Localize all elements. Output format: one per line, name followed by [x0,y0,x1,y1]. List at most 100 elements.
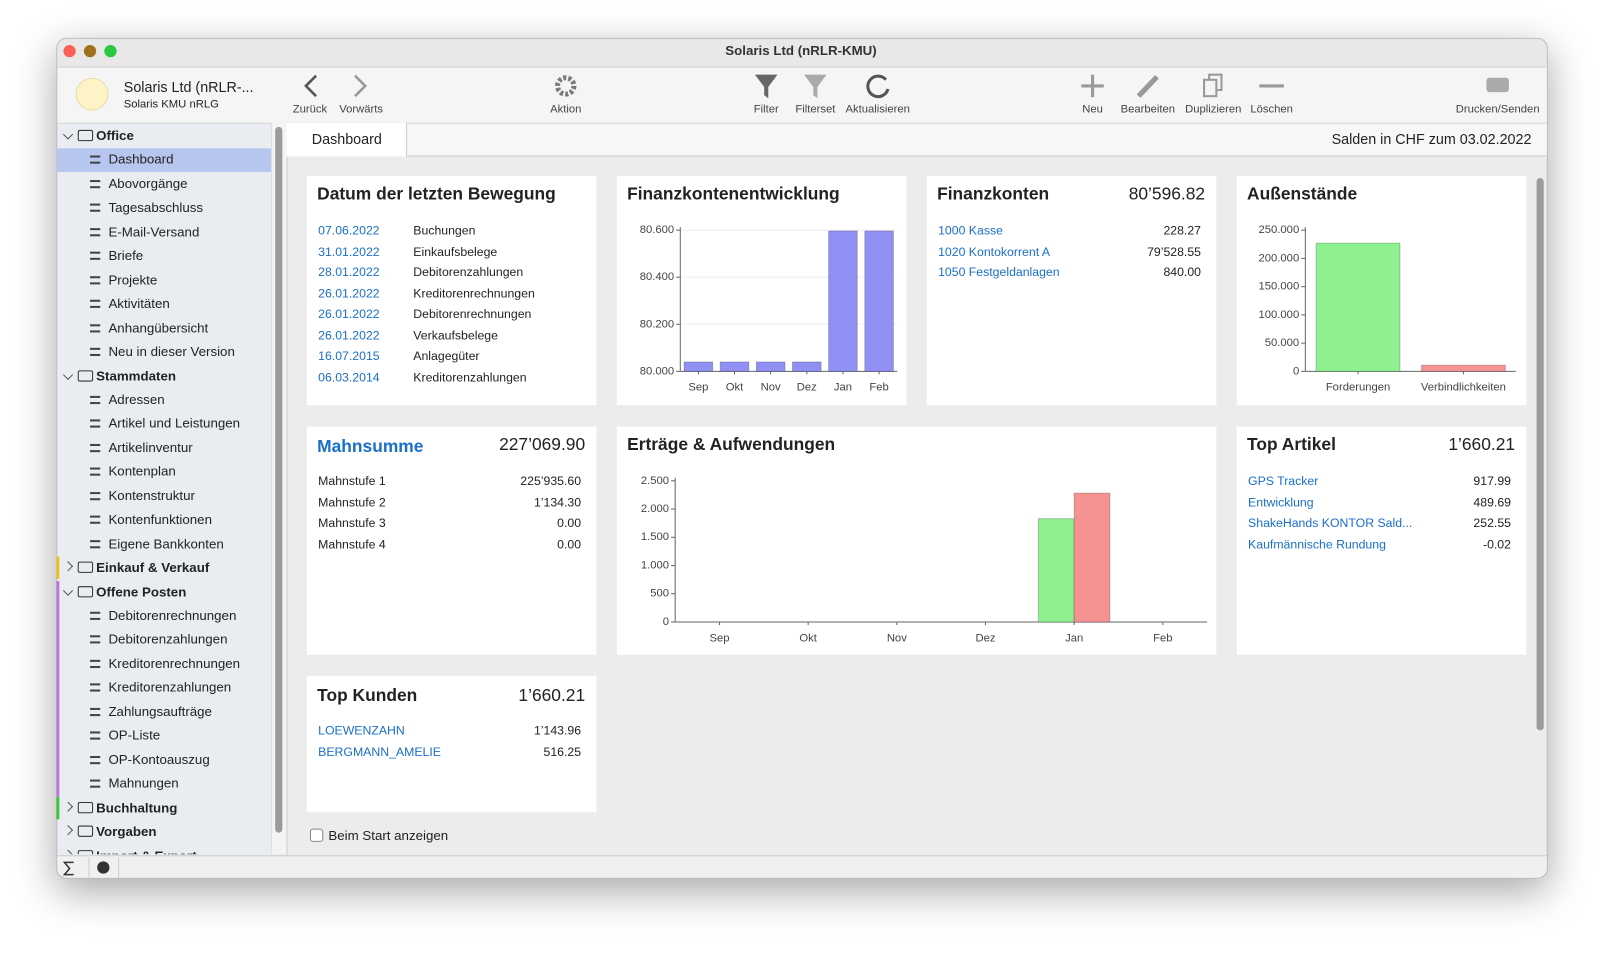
sidebar-item[interactable]: Mahnungen [108,775,179,791]
sidebar-group[interactable]: Buchhaltung [96,799,178,815]
refresh-icon [866,74,890,99]
sidebar-item[interactable]: Kreditorenrechnungen [108,655,241,671]
card-total: 1’660.21 [1448,434,1516,455]
row-label[interactable]: 26.01.2022 [318,328,380,343]
group-color [56,580,60,797]
row-label: Kreditorenzahlungen [413,370,527,385]
sidebar-item[interactable]: Adressen [108,391,165,408]
row-label[interactable]: 16.07.2015 [318,349,380,364]
row-label[interactable]: ShakeHands KONTOR Sald... [1248,515,1413,531]
selection [56,148,272,172]
row-label[interactable]: Entwicklung [1248,494,1314,509]
card [306,676,597,813]
sidebar-item[interactable]: Aktivitäten [108,295,170,312]
sidebar-item[interactable]: Kontenstruktur [108,487,195,504]
sidebar-item[interactable]: Debitorenzahlungen [108,631,228,647]
sidebar-item[interactable]: Artikel und Leistungen [108,415,241,432]
card-title: Top Artikel [1247,434,1336,455]
folder-icon [77,825,94,837]
bar [1073,492,1111,623]
sidebar-item[interactable]: Anhangübersicht [108,319,209,336]
toolbar-label[interactable]: Vorwärts [339,103,384,116]
sidebar-item[interactable]: OP-Kontoauszug [108,751,210,767]
row-label: Mahnstufe 4 [318,536,386,552]
row-label[interactable]: 06.03.2014 [318,370,380,385]
row-value: 1’143.96 [533,723,582,738]
row-label[interactable]: 26.01.2022 [318,286,380,301]
sidebar-item[interactable]: E-Mail-Versand [108,223,200,240]
tab-label[interactable]: Dashboard [311,130,382,148]
toolbar-label[interactable]: Bearbeiten [1120,103,1176,116]
sidebar-item[interactable]: Eigene Bankkonten [108,535,224,552]
item-icon [90,611,101,620]
gear-icon [554,75,577,97]
bottom-bar [57,855,1547,878]
card [306,426,597,655]
sidebar-item[interactable]: Debitorenrechnungen [108,607,237,624]
sidebar-group[interactable]: Stammdaten [96,367,176,384]
sidebar-item[interactable]: Kontenplan [108,463,176,480]
folder-icon [77,585,94,597]
sidebar-scrollbar[interactable] [271,122,287,855]
sidebar-item[interactable]: Kreditorenzahlungen [108,679,232,695]
row-label[interactable]: 26.01.2022 [318,307,380,322]
toolbar-label[interactable]: Zurück [292,103,328,116]
toolbar-label[interactable]: Filter [753,103,779,116]
toolbar-label[interactable]: Aktion [550,103,582,116]
window-title: Solaris Ltd (nRLR-KMU) [725,42,877,59]
bar [719,361,750,372]
toolbar-label[interactable]: Löschen [1250,103,1293,116]
row-label[interactable]: BERGMANN_AMELIE [318,744,441,759]
toolbar-label[interactable]: Drucken/Senden [1455,103,1540,116]
sidebar-item[interactable]: Projekte [108,271,158,288]
row-label[interactable]: 31.01.2022 [318,244,380,259]
row-label[interactable]: Kaufmännische Rundung [1248,536,1386,552]
sidebar-group[interactable]: Einkauf & Verkauf [96,559,210,576]
card-title[interactable]: Mahnsumme [317,436,424,457]
row-label[interactable]: LOEWENZAHN [318,723,405,738]
minimize-button[interactable] [83,45,97,58]
tab[interactable] [286,122,408,157]
toolbar-label[interactable]: Aktualisieren [845,103,910,116]
item-icon [90,179,101,189]
sidebar-item[interactable]: Artikelinventur [108,439,193,456]
item-icon [90,251,101,261]
toolbar-label[interactable]: Duplizieren [1185,103,1242,116]
close-button[interactable] [63,45,76,58]
content-scrollbar[interactable] [1533,176,1547,812]
sidebar-item[interactable]: Dashboard [108,151,174,168]
sidebar-item[interactable]: Abovorgänge [108,175,188,192]
row-label[interactable]: 07.06.2022 [318,223,380,238]
item-icon [90,659,101,668]
row-label[interactable]: 1020 Kontokorrent A [938,244,1051,259]
sidebar-item[interactable]: Neu in dieser Version [108,343,235,360]
row-label[interactable]: GPS Tracker [1248,473,1319,488]
sidebar-group[interactable]: Vorgaben [96,823,157,839]
sidebar-item[interactable]: Zahlungsaufträge [108,703,212,719]
sidebar-group[interactable]: Offene Posten [96,583,187,600]
x-tick-label: Nov [887,632,907,644]
sidebar-item[interactable]: Briefe [108,247,144,264]
row-value: 252.55 [1473,515,1511,531]
group-color [56,796,60,820]
sidebar-item[interactable]: Tagesabschluss [108,199,204,216]
scroll-thumb[interactable] [1536,178,1544,731]
row-label[interactable]: 1050 Festgeldanlagen [938,265,1060,280]
toolbar-label[interactable]: Filterset [795,103,836,116]
toolbar-label[interactable]: Neu [1082,103,1103,116]
card [306,175,597,406]
item-icon [90,443,101,453]
row-value: 225’935.60 [520,473,582,488]
sidebar-group[interactable]: Office [96,127,134,144]
checkbox-label[interactable]: Beim Start anzeigen [328,827,449,843]
sidebar-item[interactable]: Kontenfunktionen [108,511,212,528]
scroll-thumb[interactable] [275,126,283,833]
row-label[interactable]: 28.01.2022 [318,265,380,280]
sidebar-item[interactable]: OP-Liste [108,727,161,743]
x-tick-label: Jan [834,382,852,394]
sidebar-group[interactable]: Import & Export [96,847,196,855]
zoom-button[interactable] [104,45,117,58]
row-label[interactable]: 1000 Kasse [938,223,1003,238]
checkbox[interactable] [309,828,324,842]
